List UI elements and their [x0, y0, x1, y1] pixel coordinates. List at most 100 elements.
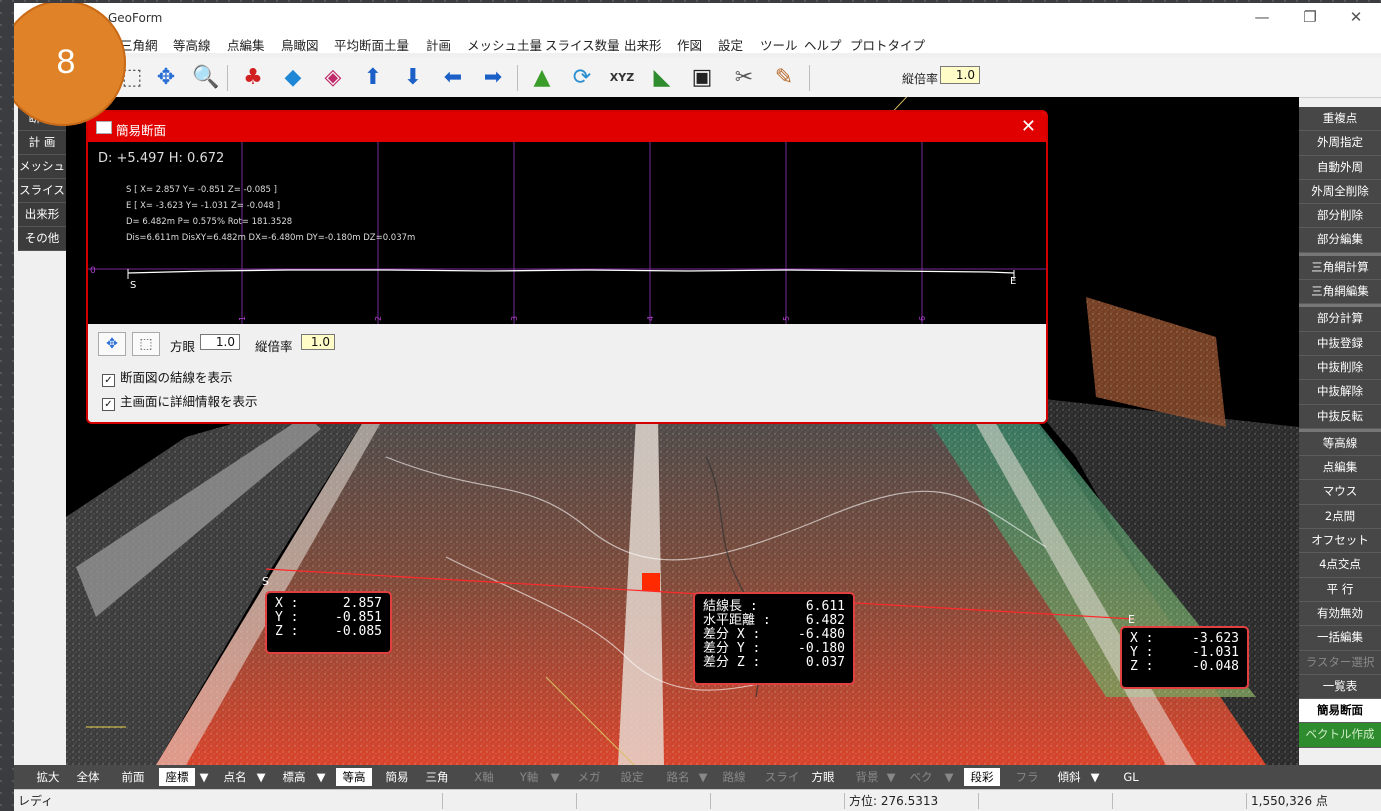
bottom-btn[interactable]: 等高	[336, 768, 372, 786]
bottom-btn[interactable]: 拡大	[36, 770, 60, 784]
menu-item-drawing[interactable]: 作図	[677, 38, 703, 53]
refresh-terrain-icon[interactable]: ⟳	[572, 64, 592, 90]
xyz-icon[interactable]: XYZ	[609, 70, 635, 84]
menu-item-contour[interactable]: 等高線	[173, 38, 211, 53]
show-section-lines-checkbox[interactable]: ✓ 断面図の結線を表示	[102, 367, 233, 387]
right-menu-item[interactable]: 中抜反転	[1299, 405, 1381, 429]
right-menu-item[interactable]: 部分編集	[1299, 228, 1381, 253]
bottom-btn[interactable]: 路名	[666, 770, 690, 784]
menu-item-avg-section[interactable]: 平均断面土量	[334, 38, 410, 53]
arrow-right-icon[interactable]: ➡	[483, 64, 503, 90]
menu-item-prototype[interactable]: プロトタイプ	[850, 38, 926, 53]
bottom-btn[interactable]: 背景	[855, 770, 879, 784]
bottom-btn[interactable]: 点名	[223, 770, 247, 784]
minimize-button[interactable]: —	[1254, 8, 1270, 26]
dropdown-icon[interactable]: ▼	[698, 770, 708, 784]
section-pan-button[interactable]: ✥	[98, 332, 126, 356]
right-menu-item[interactable]: 有効無効	[1299, 602, 1381, 627]
bottom-btn[interactable]: 方眼	[811, 770, 835, 784]
left-menu-mesh[interactable]: メッシュ	[18, 155, 66, 179]
dropdown-icon[interactable]: ▼	[256, 770, 266, 784]
menu-item-settings[interactable]: 設定	[718, 38, 744, 53]
show-detail-info-checkbox[interactable]: ✓ 主画面に詳細情報を表示	[102, 391, 258, 411]
menu-item-help[interactable]: ヘルプ	[804, 38, 842, 53]
right-menu-item[interactable]: 自動外周	[1299, 156, 1381, 180]
section-profile-view[interactable]: 0 S E 1 2 3 4 5 6 D: +5.497 H: 0.672 S […	[88, 142, 1046, 324]
bottom-btn[interactable]: メガ	[577, 770, 601, 784]
terrain-icon[interactable]: ▲	[533, 64, 551, 90]
close-button[interactable]: ✕	[1349, 8, 1363, 26]
right-menu-item[interactable]: 4点交点	[1299, 553, 1381, 578]
bottom-btn[interactable]: GL	[1123, 770, 1139, 784]
right-menu-item[interactable]: 等高線	[1299, 428, 1381, 457]
frame-icon[interactable]: ▣	[691, 64, 713, 90]
bottom-btn[interactable]: X軸	[474, 770, 494, 784]
bottom-btn[interactable]: ベクタ	[909, 770, 933, 802]
left-menu-other[interactable]: その他	[18, 227, 66, 251]
right-menu-item[interactable]: 外周全削除	[1299, 180, 1381, 205]
bottom-btn[interactable]: 標高	[282, 770, 306, 784]
menu-item-plan[interactable]: 計画	[426, 38, 452, 53]
right-menu-item[interactable]: オフセット	[1299, 529, 1381, 554]
menu-item-mesh[interactable]: メッシュ土量	[467, 38, 543, 53]
cube-view-icon[interactable]: ◆	[284, 64, 302, 90]
bottom-btn[interactable]: 簡易	[385, 770, 409, 784]
right-menu-item[interactable]: 平 行	[1299, 578, 1381, 602]
right-menu-item[interactable]: 2点間	[1299, 505, 1381, 530]
dropdown-icon[interactable]: ▼	[1090, 770, 1100, 784]
restore-button[interactable]: ❐	[1303, 8, 1317, 26]
rotate-view-icon[interactable]: ♣	[243, 64, 263, 90]
zoom-icon[interactable]: 🔍	[192, 64, 220, 90]
dropdown-icon[interactable]: ▼	[550, 770, 560, 784]
grid-input[interactable]: 1.0	[200, 334, 240, 350]
dropdown-icon[interactable]: ▼	[886, 770, 896, 784]
right-menu-item[interactable]: マウス	[1299, 480, 1381, 505]
right-menu-item[interactable]: 中抜削除	[1299, 356, 1381, 381]
bottom-btn[interactable]: 路線	[722, 770, 746, 784]
right-menu-item[interactable]: 中抜解除	[1299, 380, 1381, 405]
right-menu-item[interactable]: 一覧表	[1299, 675, 1381, 700]
dialog-title-bar[interactable]: 簡易断面 ✕	[88, 112, 1046, 142]
bottom-btn[interactable]: 設定	[620, 770, 644, 784]
menu-item-birdseye[interactable]: 鳥瞰図	[281, 38, 319, 53]
left-menu-dekigata[interactable]: 出来形	[18, 203, 66, 227]
right-menu-item[interactable]: 中抜登録	[1299, 332, 1381, 356]
right-menu-item[interactable]: 三角網計算	[1299, 252, 1381, 281]
zoom-window-icon[interactable]: ⬚	[121, 64, 143, 90]
arrow-left-icon[interactable]: ⬅	[443, 64, 463, 90]
right-menu-item[interactable]: 部分削除	[1299, 204, 1381, 229]
bottom-btn[interactable]: 前面	[121, 770, 145, 784]
bottom-btn[interactable]: Y軸	[519, 770, 539, 784]
bottom-btn[interactable]: フラグ	[1015, 770, 1039, 802]
pan-icon[interactable]: ✥	[156, 64, 176, 90]
bottom-btn[interactable]: 段彩	[964, 768, 1000, 786]
menu-item-slice[interactable]: スライス数量	[545, 38, 620, 53]
left-menu-slice[interactable]: スライス	[18, 179, 66, 203]
arrow-up-icon[interactable]: ⬆	[363, 64, 383, 90]
section-tool-icon[interactable]: ◣	[653, 64, 671, 90]
dropdown-icon[interactable]: ▼	[316, 770, 326, 784]
right-menu-item[interactable]: ラスター選択	[1299, 651, 1381, 675]
menu-item-point-edit[interactable]: 点編集	[227, 38, 265, 53]
menu-item-tools[interactable]: ツール	[760, 38, 798, 53]
arrow-down-icon[interactable]: ⬇	[403, 64, 423, 90]
right-menu-item[interactable]: 部分計算	[1299, 304, 1381, 332]
bottom-btn[interactable]: 座標	[159, 768, 195, 786]
paint-icon[interactable]: ✎	[774, 64, 794, 90]
dropdown-icon[interactable]: ▼	[199, 770, 209, 784]
dialog-vrate-input[interactable]: 1.0	[301, 334, 335, 350]
bottom-btn[interactable]: スライス	[764, 770, 800, 802]
menu-item-triangle[interactable]: 三角網	[120, 38, 158, 53]
right-menu-vector-create[interactable]: ベクトル作成	[1299, 723, 1381, 748]
dialog-close-icon[interactable]: ✕	[1020, 116, 1036, 137]
right-menu-item[interactable]: 三角網編集	[1299, 280, 1381, 305]
right-menu-simple-section[interactable]: 簡易断面	[1299, 699, 1381, 724]
right-menu-item[interactable]: 一括編集	[1299, 626, 1381, 651]
right-menu-item[interactable]: 重複点	[1299, 107, 1381, 132]
left-menu-plan[interactable]: 計 画	[18, 131, 66, 155]
toolbar-vrate-input[interactable]: 1.0	[940, 66, 980, 84]
cube-front-icon[interactable]: ◈	[324, 64, 342, 90]
bottom-btn[interactable]: 三角	[425, 770, 449, 784]
tools-icon[interactable]: ✂	[734, 64, 754, 90]
bottom-btn[interactable]: 傾斜	[1057, 770, 1081, 784]
